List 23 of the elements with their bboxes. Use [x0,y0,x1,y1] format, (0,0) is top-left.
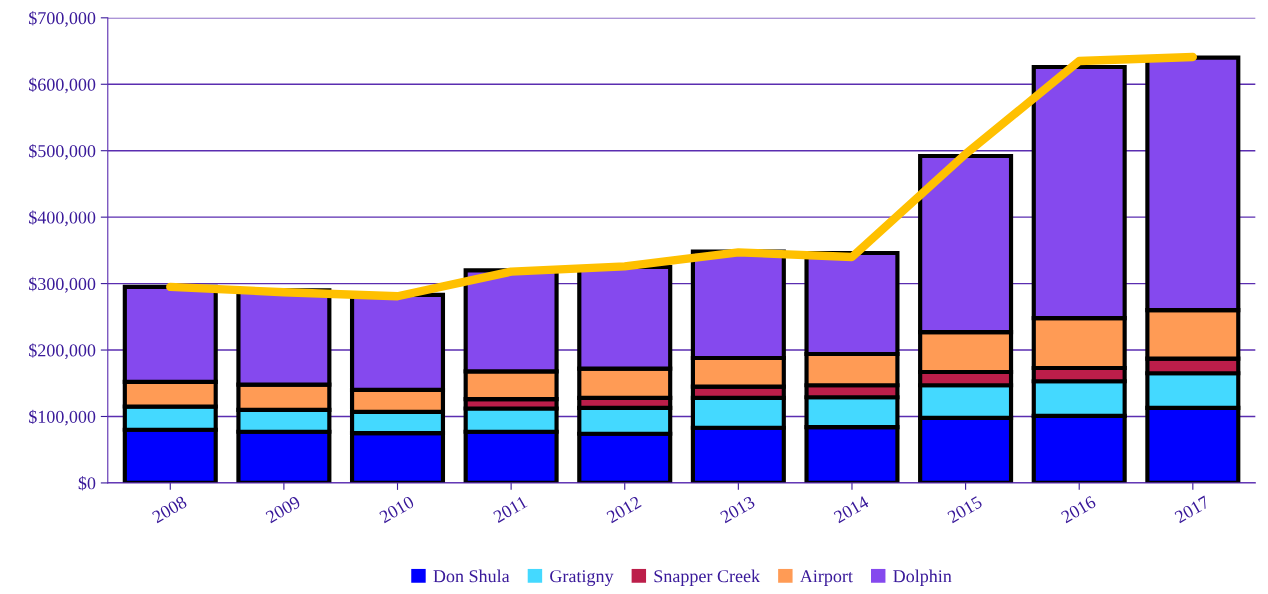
y-tick-label: $0 [78,476,96,491]
y-tick-label: $100,000 [29,409,96,426]
legend-label: Gratigny [550,570,614,587]
x-tick-label: 2014 [833,495,870,524]
x-tick-label: 2016 [1060,495,1097,524]
x-tick-label: 2011 [492,495,528,524]
x-tick-label: 2013 [719,495,756,524]
x-tick-label: 2010 [378,495,415,524]
x-tick-label: 2009 [265,495,302,524]
y-tick-label: $600,000 [29,77,96,94]
legend-label: Airport [799,570,853,586]
x-tick-label: 2017 [1174,495,1211,524]
x-tick-label: 2012 [605,495,642,524]
x-tick-label: 2015 [946,495,983,524]
legend-label: Don Shula [433,569,510,583]
y-tick-label: $300,000 [29,276,96,293]
y-tick-label: $200,000 [29,343,96,360]
legend-label: Dolphin [893,569,952,586]
y-tick-label: $700,000 [29,11,96,27]
y-tick-label: $400,000 [29,210,96,227]
y-tick-label: $500,000 [29,143,96,160]
legend-label: Snapper Creek [654,569,761,586]
x-tick-label: 2008 [151,495,188,524]
